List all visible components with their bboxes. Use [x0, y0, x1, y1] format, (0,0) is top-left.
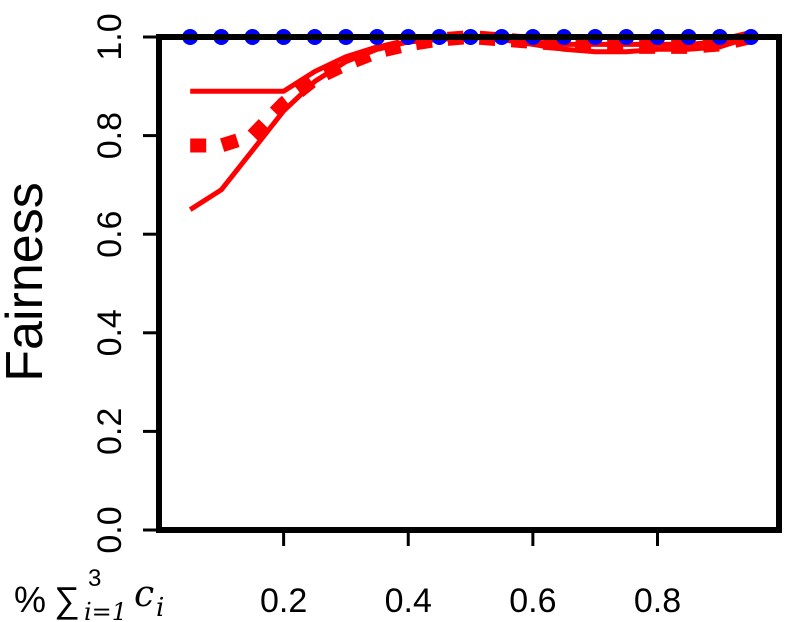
- x-axis-label-sum-symbol: ∑: [54, 579, 80, 620]
- x-axis: 0.2 0.4 0.6 0.8: [260, 530, 681, 620]
- y-tick-label: 1.0: [91, 13, 129, 60]
- x-tick-label: 0.4: [385, 582, 432, 620]
- series-layer: [182, 29, 759, 212]
- x-axis-label-sum-upper: 3: [88, 565, 101, 592]
- y-tick-label: 0.8: [91, 112, 129, 159]
- series-line-0: [190, 34, 752, 94]
- y-axis: 0.0 0.2 0.4 0.6 0.8 1.0: [91, 13, 159, 554]
- y-tick-label: 0.6: [91, 211, 129, 258]
- x-axis-label-percent: %: [14, 579, 46, 620]
- x-axis-label-term: c: [134, 574, 154, 615]
- series-line-1: [188, 34, 752, 212]
- x-tick-label: 0.2: [260, 582, 307, 620]
- x-axis-label-term-sub: i: [156, 593, 164, 622]
- y-tick-label: 0.2: [91, 408, 129, 455]
- y-tick-label: 0.0: [91, 506, 129, 553]
- y-tick-label: 0.4: [91, 309, 129, 356]
- x-tick-label: 0.6: [509, 582, 556, 620]
- y-axis-label: Fairness: [0, 182, 54, 381]
- x-axis-label-sum-lower: i=1: [84, 598, 127, 622]
- plot-frame: [156, 34, 782, 533]
- x-tick-label: 0.8: [634, 582, 681, 620]
- x-axis-label: % ∑ 3 i=1 c i: [14, 565, 164, 622]
- series-line-2: [190, 29, 753, 153]
